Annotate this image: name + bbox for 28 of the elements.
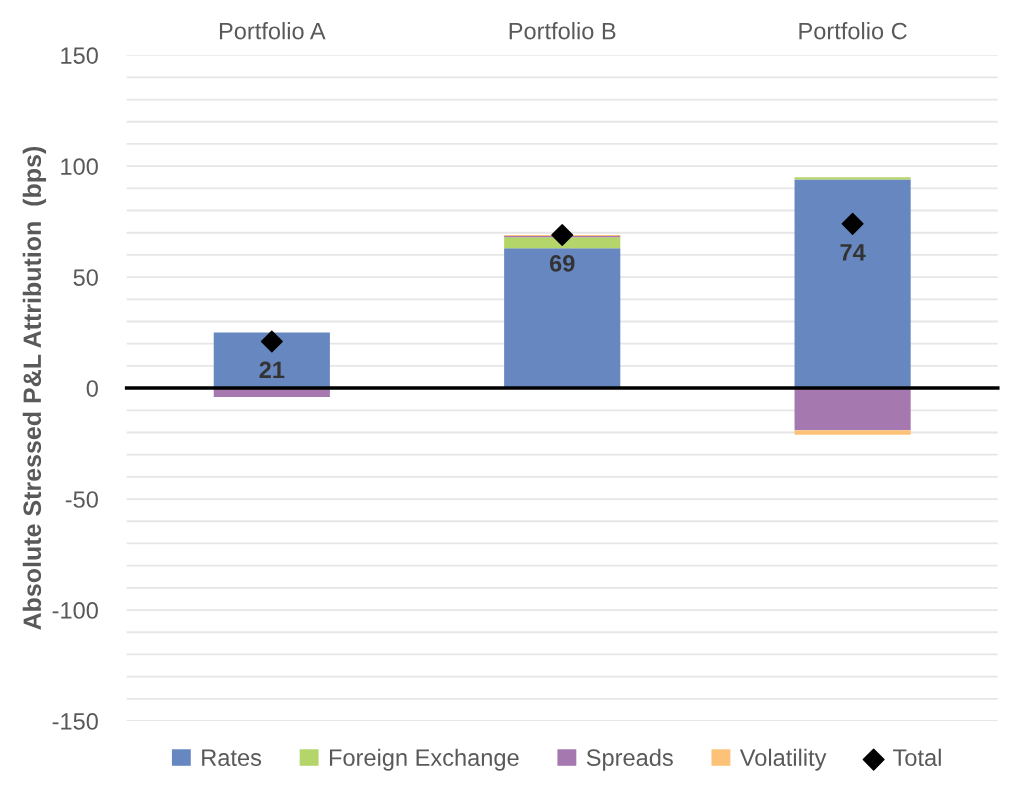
- x-tick-label: Portfolio B: [509, 22, 616, 40]
- y-tick-label: 100: [61, 158, 98, 175]
- x-tick-label: Portfolio A: [219, 22, 326, 40]
- legend-label: Foreign Exchange: [329, 748, 519, 771]
- bar: [794, 388, 911, 431]
- bar: [794, 430, 911, 435]
- point: [551, 223, 574, 246]
- x-tick-label: Portfolio C: [799, 22, 907, 40]
- legend-label: Total: [893, 748, 941, 767]
- point: [260, 330, 283, 353]
- y-tick-label: 150: [61, 47, 98, 64]
- data-label: 74: [840, 244, 866, 261]
- bar: [504, 248, 621, 389]
- legend-label: Spreads: [586, 748, 673, 771]
- y-axis-title: Absolute Stressed P&L Attribution (bps): [22, 146, 47, 630]
- point: [841, 212, 864, 235]
- y-tick-label: -150: [52, 713, 98, 730]
- legend-label: Volatility: [739, 748, 827, 771]
- data-label: 21: [259, 361, 285, 379]
- bar: [794, 179, 911, 389]
- bar: [504, 237, 621, 249]
- bar: [794, 177, 911, 180]
- data-label: 69: [549, 255, 575, 272]
- legend-label: Rates: [202, 749, 262, 767]
- y-tick-label: 50: [73, 269, 98, 286]
- y-tick-label: -100: [52, 602, 98, 619]
- y-tick-label: -50: [65, 491, 98, 508]
- y-tick-label: 0: [86, 380, 98, 397]
